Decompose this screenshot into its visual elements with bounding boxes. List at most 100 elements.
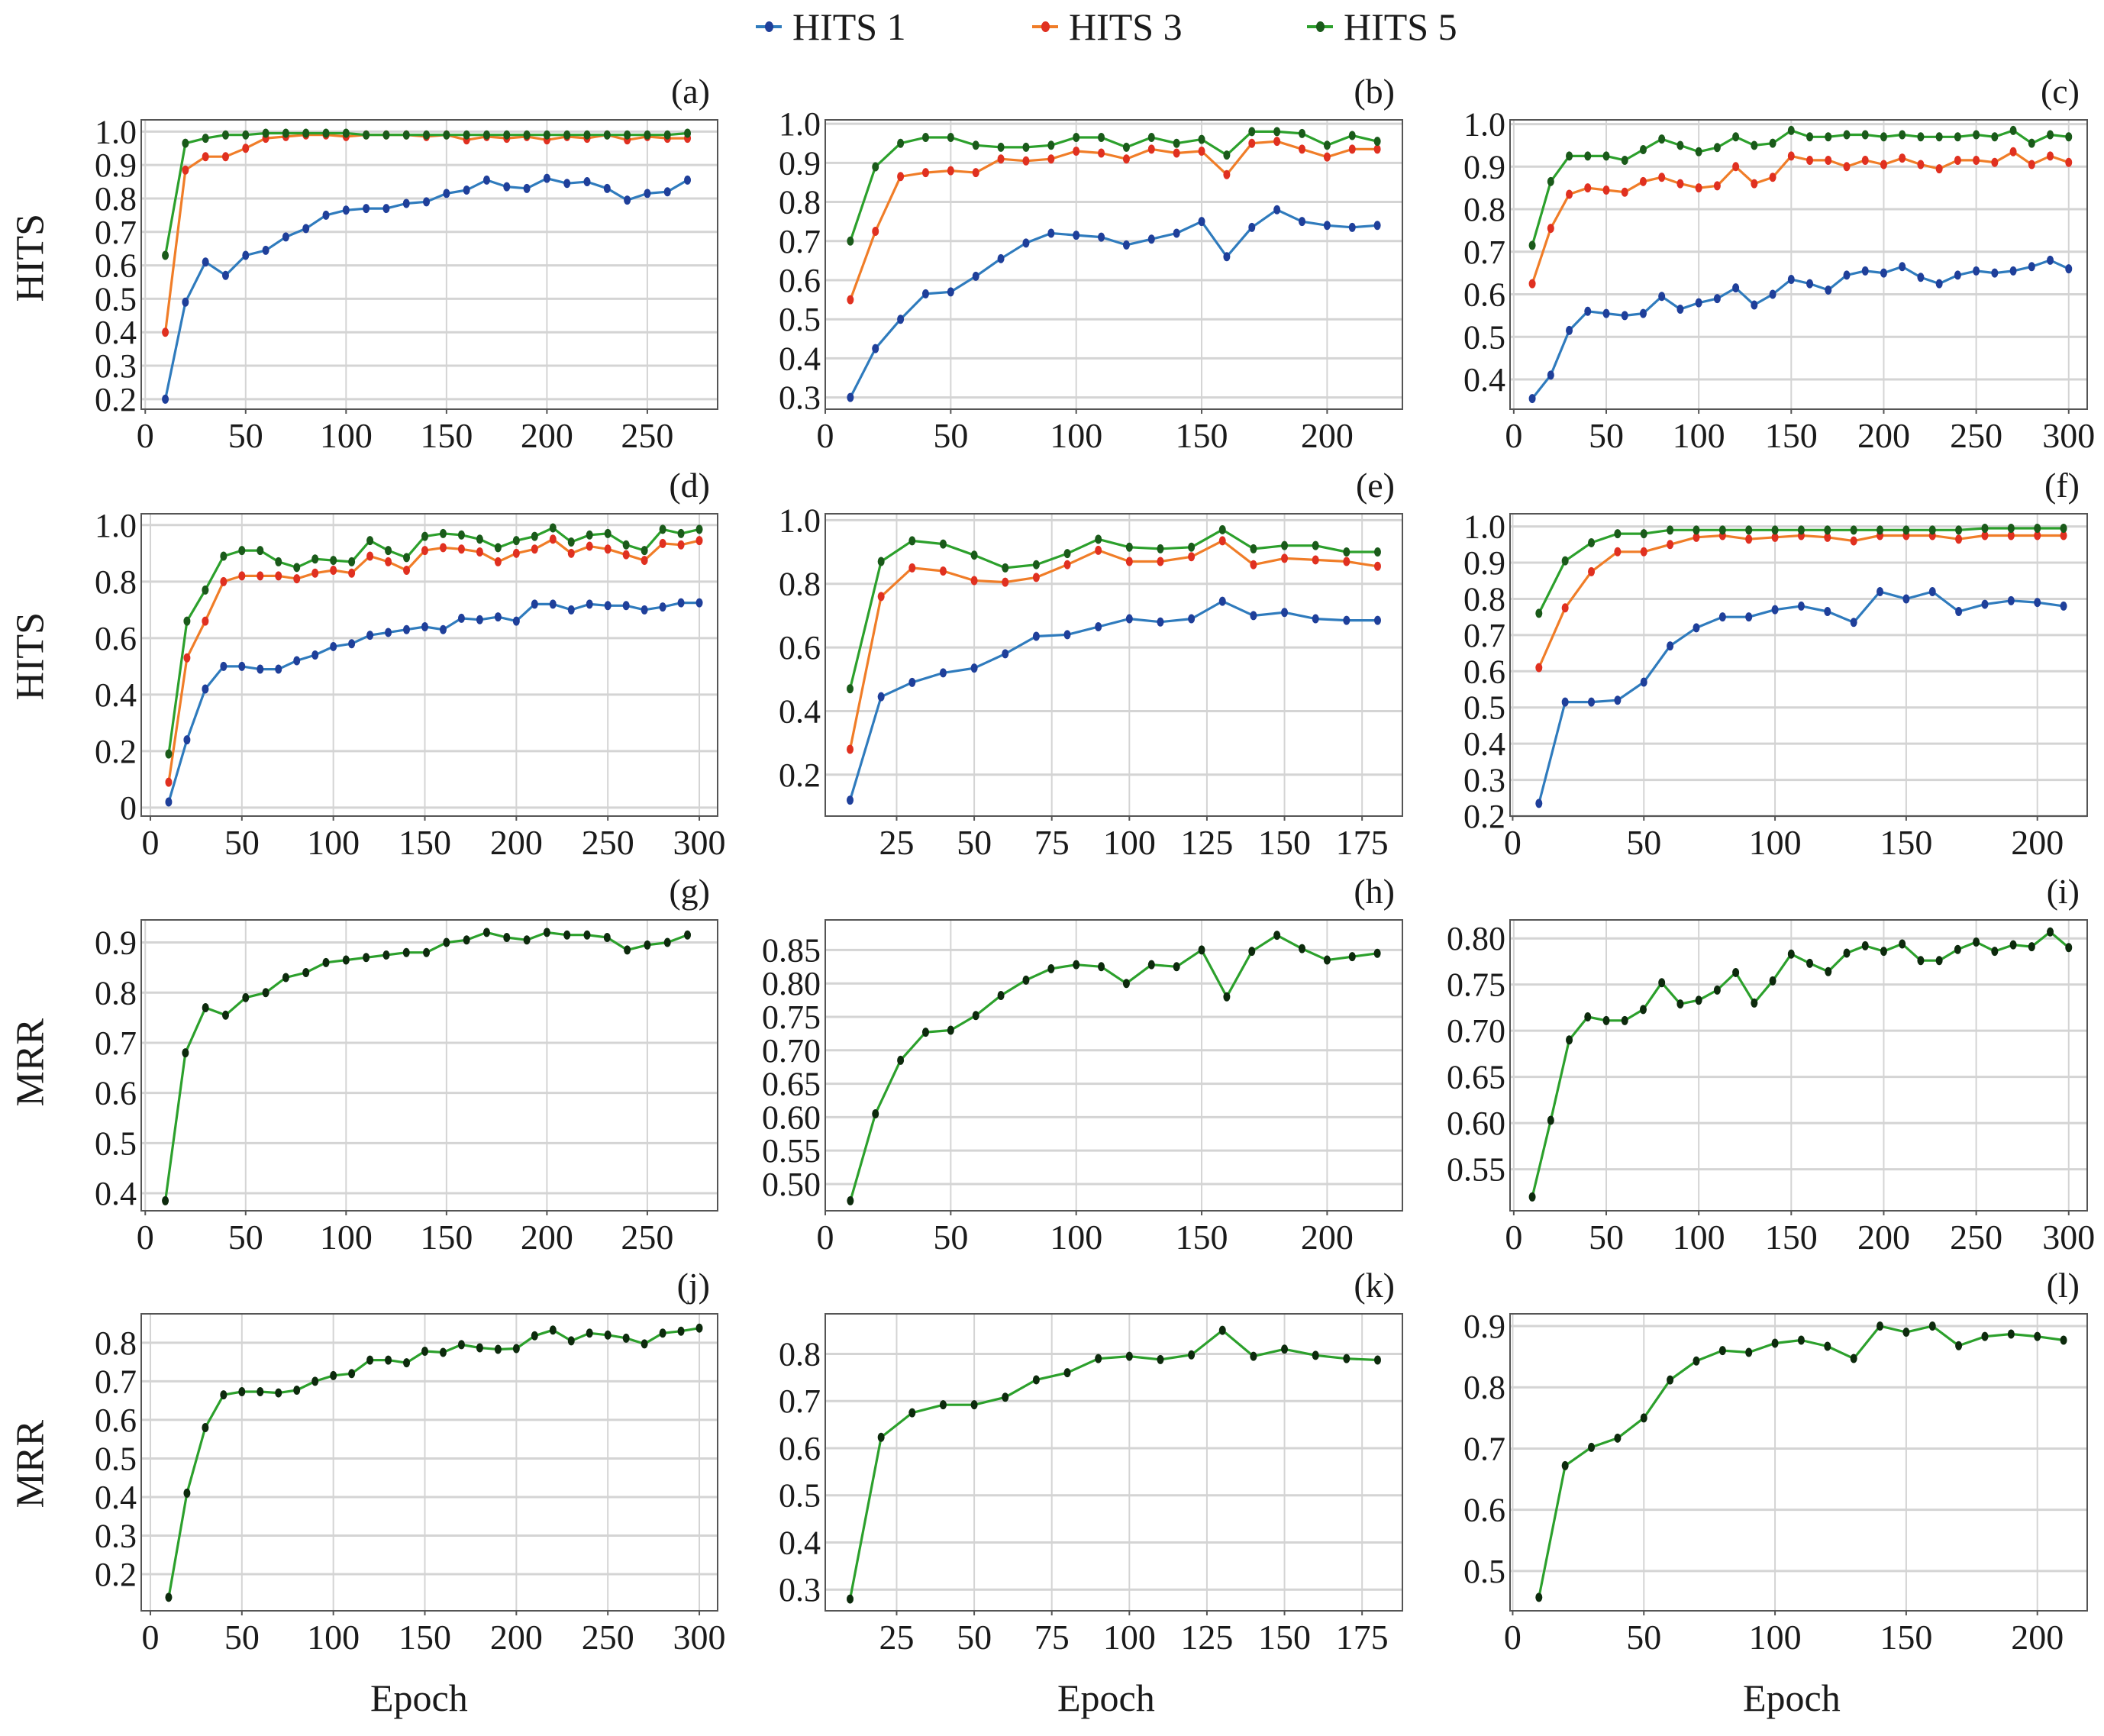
data-point [1602, 1015, 1610, 1025]
x-tick-label: 100 [307, 823, 360, 862]
data-point [847, 1594, 854, 1604]
data-point [1561, 603, 1569, 613]
data-point [403, 566, 411, 576]
data-point [2065, 157, 2073, 167]
data-point [583, 930, 591, 940]
data-point [494, 557, 502, 566]
data-point [1880, 160, 1887, 169]
data-point [1248, 947, 1256, 957]
data-point [330, 1370, 337, 1380]
x-tick-label: 150 [1765, 1218, 1818, 1257]
data-point [604, 544, 612, 554]
x-tick-label: 25 [879, 823, 914, 862]
data-point [402, 198, 410, 208]
x-tick-label: 100 [307, 1618, 360, 1657]
data-point [604, 528, 612, 538]
data-point [531, 1331, 538, 1341]
data-point [443, 937, 450, 947]
data-point [348, 568, 356, 578]
data-point [1561, 556, 1569, 566]
data-point [659, 602, 666, 612]
data-point [1693, 525, 1700, 535]
data-point [1621, 187, 1628, 197]
data-point [1928, 586, 1936, 596]
data-point [2065, 943, 2073, 953]
panel-label: (h) [1354, 872, 1395, 911]
y-tick-label: 0.8 [1463, 580, 1505, 618]
y-tick-label: 0.2 [779, 757, 821, 794]
data-point [1032, 560, 1040, 570]
data-point [1771, 525, 1779, 535]
data-point [1935, 164, 1943, 174]
data-point [1528, 394, 1536, 404]
data-point [1954, 155, 1961, 165]
data-point [972, 1011, 979, 1021]
data-point [2047, 130, 2054, 140]
data-point [1806, 958, 1814, 968]
data-point [1528, 240, 1536, 250]
x-tick-label: 200 [1857, 1218, 1910, 1257]
data-point [402, 130, 410, 140]
plot-frame [1509, 1313, 2088, 1612]
y-tick-label: 0.8 [1463, 191, 1505, 228]
data-point [421, 531, 429, 541]
data-point [162, 394, 169, 404]
data-point [1695, 183, 1702, 193]
data-point [220, 1390, 228, 1400]
data-point [644, 130, 651, 140]
data-point [2034, 523, 2041, 533]
y-tick-label: 0.5 [95, 280, 137, 318]
data-point [1125, 542, 1133, 552]
data-point [603, 130, 611, 140]
x-tick-label: 0 [141, 823, 159, 862]
x-tick-label: 300 [2042, 1218, 2095, 1257]
x-tick-label: 100 [1103, 1618, 1156, 1657]
data-point [543, 173, 550, 183]
y-tick-label: 0.9 [779, 144, 821, 182]
data-point [877, 692, 885, 702]
data-point [622, 601, 630, 611]
data-point [1639, 308, 1647, 318]
data-point [2028, 262, 2035, 272]
data-point [463, 130, 470, 140]
legend-label: HITS 5 [1344, 5, 1457, 48]
y-tick-label: 0.6 [1463, 1492, 1505, 1529]
data-point [872, 1109, 879, 1118]
panel-label: (i) [2047, 872, 2080, 911]
y-tick-label: 0.8 [95, 1325, 137, 1362]
data-point [162, 1196, 169, 1205]
data-point [457, 613, 465, 623]
x-tick-label: 150 [399, 823, 451, 862]
data-point [1787, 151, 1795, 161]
data-point [2047, 927, 2054, 937]
data-point [322, 210, 330, 220]
data-point [1954, 132, 1961, 142]
plot-frame [140, 513, 718, 817]
data-point [1198, 217, 1205, 227]
data-point [1751, 179, 1758, 189]
data-point [1769, 173, 1776, 182]
data-point [2047, 151, 2054, 161]
data-point [1063, 1368, 1071, 1378]
data-point [1373, 561, 1381, 571]
y-tick-label: 0.2 [95, 381, 137, 418]
plot-area [825, 920, 1402, 1211]
data-point [439, 624, 447, 634]
data-point [1373, 547, 1381, 557]
y-tick-label: 0.65 [1447, 1059, 1505, 1096]
data-point [567, 548, 575, 558]
data-point [1173, 138, 1180, 148]
panel-j: 0 50 100 150 200 250 300 0.20.30.40.50.60.70.8 (… [95, 1266, 726, 1657]
data-point [921, 168, 929, 178]
data-point [695, 524, 703, 534]
y-tick-label: 0.6 [95, 1075, 137, 1112]
data-point [1273, 137, 1281, 147]
y-tick-label: 0.80 [762, 965, 821, 1002]
plot-frame [140, 919, 718, 1212]
x-tick-label: 50 [1589, 416, 1624, 455]
data-point [1073, 146, 1080, 156]
data-point [997, 142, 1005, 152]
data-point [1157, 557, 1164, 566]
data-point [1312, 540, 1319, 550]
series-line-hits-5 [848, 528, 1378, 689]
